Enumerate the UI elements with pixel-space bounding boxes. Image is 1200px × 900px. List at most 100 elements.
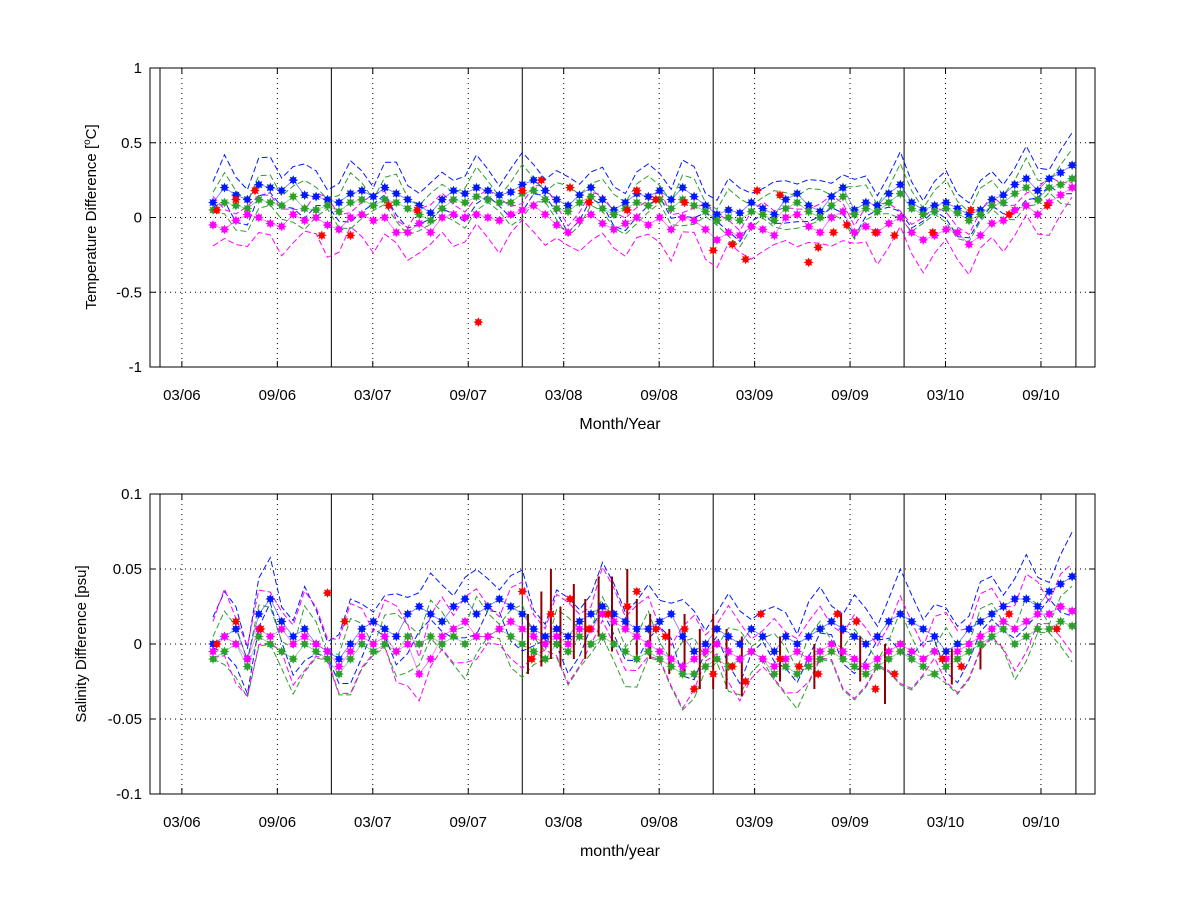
blue-point [643, 624, 654, 634]
green-point [838, 191, 848, 202]
y-tick-label: -0.5 [116, 284, 142, 301]
blue-point [952, 639, 963, 649]
blue-point [700, 200, 711, 211]
magenta-point [311, 212, 322, 223]
green-point [1044, 624, 1055, 634]
blue-spread-lower-line [212, 598, 1073, 696]
magenta-point [918, 234, 929, 245]
magenta-point [528, 200, 539, 211]
x-tick-label: 03/07 [354, 814, 392, 831]
green-point [952, 208, 963, 218]
blue-point [551, 624, 562, 634]
blue-point [895, 179, 906, 190]
green-point [860, 203, 871, 214]
green-point [242, 661, 253, 672]
green-point [952, 654, 963, 664]
blue-point [803, 200, 814, 211]
blue-point [288, 631, 299, 642]
magenta-point [677, 212, 688, 223]
blue-point [482, 601, 493, 612]
x-tick-label: 03/10 [927, 387, 965, 404]
magenta-point [952, 646, 963, 657]
x-tick-label: 09/09 [831, 814, 869, 831]
green-point [620, 646, 631, 657]
magenta-point [1067, 182, 1078, 193]
magenta-point [975, 230, 986, 241]
red-point [1051, 624, 1062, 634]
green-point [448, 194, 459, 205]
green-point [666, 203, 677, 214]
red-point [727, 239, 738, 250]
blue-point [792, 639, 803, 649]
magenta-point [780, 212, 791, 223]
y-tick-label: 0.5 [121, 135, 142, 152]
red-point [231, 194, 241, 205]
blue-point [666, 609, 677, 619]
blue-point [883, 188, 894, 199]
red-point [660, 631, 671, 642]
red-point [517, 586, 528, 597]
green-point [574, 197, 585, 208]
green-point [1067, 173, 1078, 184]
red-point [813, 669, 824, 679]
x-tick-label: 03/09 [736, 814, 774, 831]
magenta-point [574, 215, 585, 226]
magenta-point [792, 646, 803, 657]
green-point [391, 197, 402, 208]
blue-point [517, 609, 528, 619]
red-point [689, 684, 700, 694]
blue-point [998, 190, 1009, 200]
red-point [322, 588, 333, 598]
magenta-point [563, 227, 573, 238]
blue-point [574, 190, 585, 200]
green-point [311, 205, 322, 215]
magenta-point [208, 646, 218, 657]
red-point [708, 669, 719, 679]
red-point [1004, 609, 1015, 619]
blue-spread-upper-line [212, 531, 1073, 649]
magenta-point [815, 227, 825, 238]
magenta-point [517, 624, 528, 634]
blue-point [1032, 185, 1043, 196]
blue-point [414, 601, 425, 612]
magenta-point [883, 646, 894, 657]
green-series-line [212, 178, 1073, 221]
green-point [551, 203, 562, 214]
green-point [906, 203, 917, 214]
blue-point [666, 194, 677, 205]
blue-point [437, 616, 448, 627]
red-point [889, 669, 900, 679]
red-point [545, 609, 556, 619]
magenta-point [574, 624, 585, 634]
blue-point [643, 191, 654, 202]
magenta-point [517, 205, 528, 215]
blue-point [769, 209, 780, 220]
magenta-point [540, 209, 551, 220]
blue-point [528, 175, 539, 186]
magenta-point [849, 227, 860, 238]
green-point [815, 212, 826, 223]
blue-point [849, 631, 860, 642]
magenta-point [345, 646, 356, 657]
temperature-x-axis-label: Month/Year [579, 416, 661, 433]
red-point [339, 616, 350, 627]
blue-point [1021, 173, 1032, 184]
blue-point [780, 631, 791, 642]
magenta-point [253, 212, 264, 223]
x-tick-label: 09/09 [831, 387, 869, 404]
magenta-point [723, 227, 734, 238]
red-point [851, 616, 862, 627]
green-point [734, 215, 745, 226]
green-point [1032, 194, 1043, 205]
magenta-point [700, 224, 711, 235]
magenta-point [391, 227, 402, 238]
magenta-point [586, 209, 596, 220]
blue-point [757, 203, 768, 214]
magenta-point [906, 227, 917, 238]
magenta-point [414, 669, 425, 679]
blue-point [700, 639, 711, 649]
green-point [780, 203, 791, 214]
green-point [872, 661, 883, 672]
blue-point [1044, 586, 1055, 597]
